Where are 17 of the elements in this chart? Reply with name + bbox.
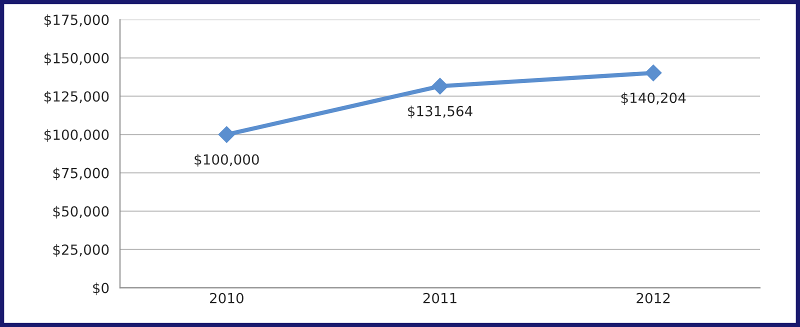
y-tick-label: $75,000 <box>53 168 109 180</box>
point <box>644 64 662 82</box>
data-label: $140,204 <box>621 92 686 105</box>
data-label: $100,000 <box>194 154 259 167</box>
x-tick-label: 2012 <box>636 292 670 304</box>
y-tick-label: $0 <box>93 282 109 296</box>
point <box>432 78 448 95</box>
y-tick-label: $25,000 <box>53 244 109 257</box>
y-tick-label: $150,000 <box>44 52 109 66</box>
data-label: $131,564 <box>408 106 472 118</box>
y-tick-label: $125,000 <box>44 90 109 104</box>
y-tick-label: $100,000 <box>44 129 109 142</box>
x-tick-label: 2010 <box>210 292 244 304</box>
x-tick-label: 2011 <box>423 292 456 304</box>
y-tick-label: $175,000 <box>44 14 109 27</box>
point <box>218 126 236 143</box>
y-tick-label: $50,000 <box>53 206 109 218</box>
